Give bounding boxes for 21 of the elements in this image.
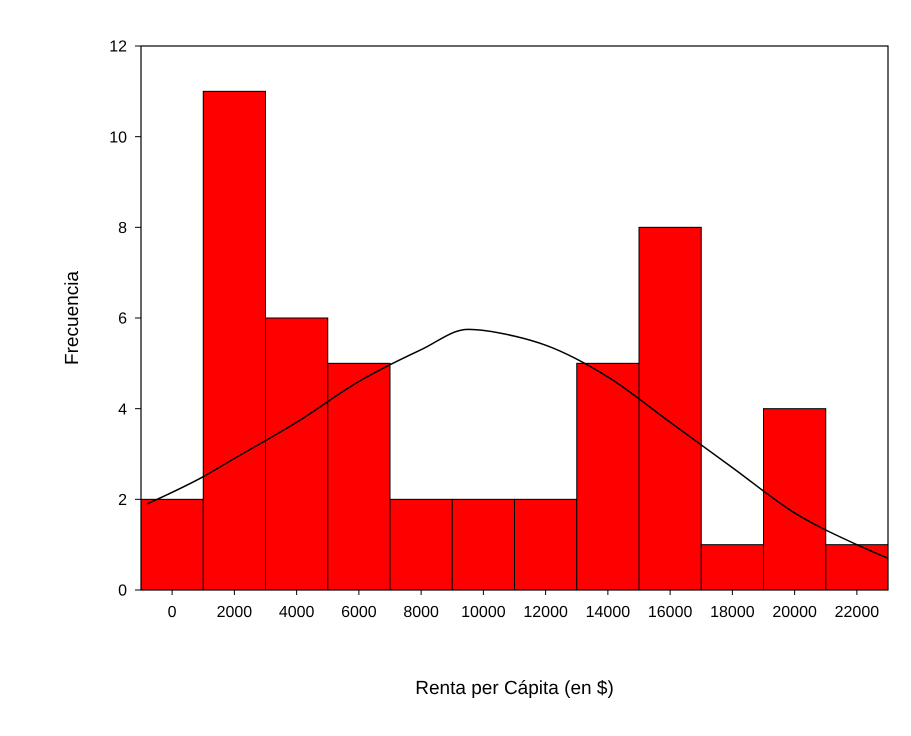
y-tick-label: 0 bbox=[118, 582, 128, 600]
x-tick-label: 0 bbox=[168, 604, 177, 621]
x-tick-label: 14000 bbox=[586, 604, 630, 621]
x-tick-label: 10000 bbox=[461, 604, 506, 621]
x-tick-label: 2000 bbox=[216, 604, 252, 621]
y-tick-label: 4 bbox=[118, 401, 128, 418]
y-axis-title: Frecuencia bbox=[62, 270, 83, 365]
x-tick-label: 20000 bbox=[772, 604, 817, 621]
x-tick-label: 12000 bbox=[523, 604, 568, 621]
y-tick-label: 8 bbox=[118, 220, 128, 237]
x-tick-label: 4000 bbox=[278, 604, 315, 621]
y-tick-label: 12 bbox=[109, 38, 128, 56]
y-tick-label: 2 bbox=[118, 492, 128, 509]
x-tick-label: 16000 bbox=[648, 604, 692, 621]
x-tick-label: 18000 bbox=[710, 604, 755, 621]
x-axis-title: Renta per Cápita (en $) bbox=[415, 678, 614, 699]
y-tick-label: 10 bbox=[109, 129, 128, 146]
x-tick-label: 8000 bbox=[403, 604, 440, 621]
x-tick-label: 22000 bbox=[834, 604, 880, 621]
y-tick-label: 6 bbox=[118, 310, 128, 328]
x-tick-label: 6000 bbox=[341, 604, 377, 621]
